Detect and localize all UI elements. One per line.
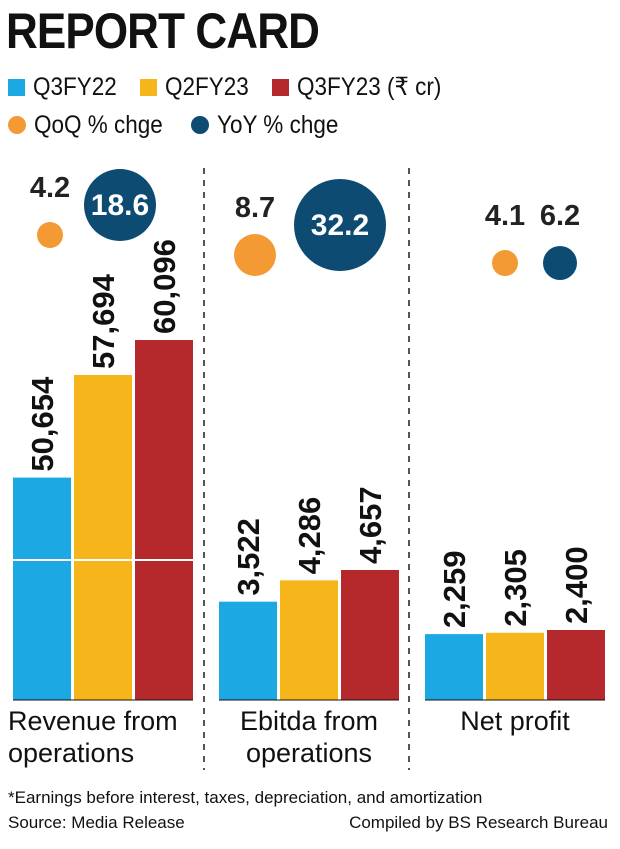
- bar-label-net-profit-q2fy23: 2,305: [498, 549, 533, 627]
- bar-label-net-profit-q3fy22: 2,259: [437, 551, 472, 629]
- yoy-label-revenue-from-operations: 18.6: [91, 189, 149, 222]
- legend-item-yoy: YoY % chge: [191, 111, 352, 140]
- qoq-label-revenue-from-operations: 4.2: [30, 172, 70, 204]
- legend-swatch-q3fy22: [8, 78, 25, 96]
- qoq-circle-ebitda-from-operations: [234, 234, 276, 276]
- category-label-ebitda-from-operations-line-1: Ebitda from: [240, 706, 378, 736]
- legend-row-changes: QoQ % chge YoY % chge: [8, 110, 366, 140]
- category-label-revenue-from-operations-line-1: Revenue from: [8, 706, 178, 736]
- legend-swatch-q2fy23: [140, 78, 158, 96]
- legend-item-q3fy22: Q3FY22: [8, 73, 126, 102]
- bar-label-net-profit-q3fy23: 2,400: [559, 546, 594, 624]
- legend-swatch-yoy: [191, 116, 210, 134]
- yoy-circle-ebitda-from-operations: [294, 179, 386, 271]
- yoy-circle-net-profit: [543, 246, 577, 280]
- legend-row-bars: Q3FY22 Q2FY23 Q3FY23 (₹ cr): [8, 72, 472, 102]
- bar-label-ebitda-from-operations-q2fy23: 4,286: [292, 497, 327, 575]
- bar-net-profit-q2fy23: [486, 632, 544, 700]
- bar-revenue-from-operations-q2fy23: [74, 375, 132, 700]
- legend-label-q3fy23: Q3FY23 (₹ cr): [297, 73, 442, 101]
- bar-net-profit-q3fy23: [547, 630, 605, 700]
- legend-swatch-q3fy23: [272, 78, 290, 96]
- legend-swatch-qoq: [8, 116, 26, 134]
- bar-revenue-from-operations-q3fy22: [13, 477, 71, 700]
- bar-ebitda-from-operations-q3fy22: [219, 601, 277, 700]
- legend-label-qoq: QoQ % chge: [34, 110, 163, 139]
- qoq-circle-revenue-from-operations: [37, 222, 63, 248]
- bar-label-revenue-from-operations-q2fy23: 57,694: [86, 273, 121, 369]
- chart-title: REPORT CARD: [6, 3, 320, 59]
- bar-ebitda-from-operations-q3fy23: [341, 570, 399, 700]
- qoq-label-net-profit: 4.1: [485, 200, 525, 232]
- source-note: Source: Media Release: [8, 813, 185, 832]
- legend-label-q3fy22: Q3FY22: [33, 72, 117, 101]
- category-label-ebitda-from-operations-line-2: operations: [246, 738, 372, 768]
- bar-label-revenue-from-operations-q3fy22: 50,654: [25, 376, 60, 472]
- legend-item-q3fy23: Q3FY23 (₹ cr): [272, 72, 457, 102]
- credit-note: Compiled by BS Research Bureau: [349, 813, 608, 832]
- bar-revenue-from-operations-q3fy23: [135, 340, 193, 700]
- bar-ebitda-from-operations-q2fy23: [280, 580, 338, 700]
- bar-label-ebitda-from-operations-q3fy22: 3,522: [231, 518, 266, 596]
- yoy-label-ebitda-from-operations: 32.2: [311, 209, 369, 242]
- category-label-net-profit-line-1: Net profit: [460, 706, 570, 736]
- legend-item-qoq: QoQ % chge: [8, 111, 177, 140]
- footnote: *Earnings before interest, taxes, deprec…: [8, 788, 483, 807]
- bar-label-revenue-from-operations-q3fy23: 60,096: [147, 239, 182, 334]
- legend-item-q2fy23: Q2FY23: [140, 73, 258, 102]
- bar-net-profit-q3fy22: [425, 634, 483, 700]
- qoq-circle-net-profit: [492, 250, 518, 276]
- legend-label-q2fy23: Q2FY23: [165, 72, 249, 101]
- legend-label-yoy: YoY % chge: [217, 110, 339, 139]
- yoy-label-net-profit: 6.2: [540, 200, 580, 232]
- bar-label-ebitda-from-operations-q3fy23: 4,657: [353, 486, 388, 564]
- yoy-circle-revenue-from-operations: [84, 169, 156, 241]
- category-label-revenue-from-operations-line-2: operations: [8, 738, 134, 768]
- qoq-label-ebitda-from-operations: 8.7: [235, 192, 275, 224]
